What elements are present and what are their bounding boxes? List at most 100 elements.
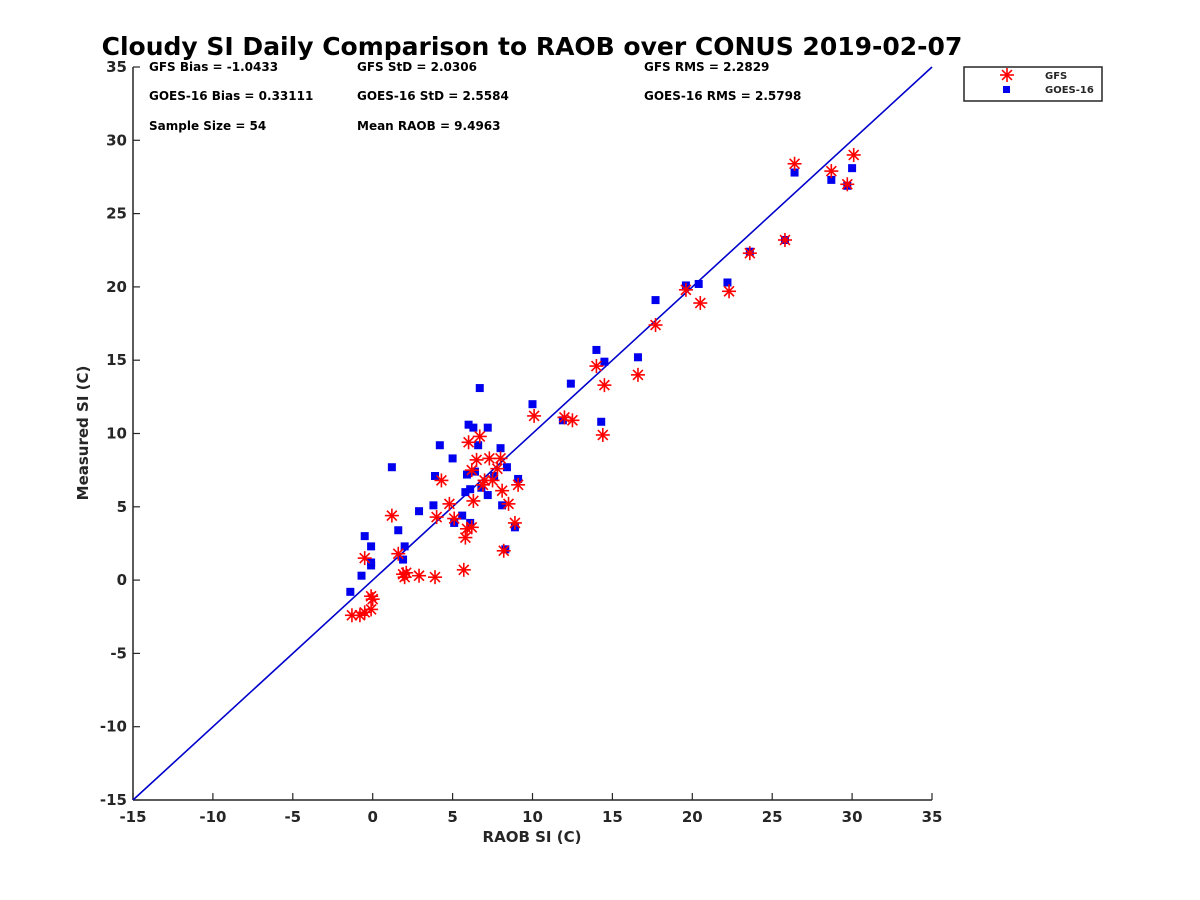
x-tick-label: 20 (682, 808, 703, 826)
x-tick-label: 10 (522, 808, 543, 826)
goes-16-point (483, 423, 492, 432)
legend-goes-marker (1003, 86, 1010, 93)
gfs-point (365, 592, 380, 607)
gfs-point (391, 546, 406, 561)
legend-gfs-label: GFS (1045, 71, 1067, 82)
gfs-point (777, 232, 792, 247)
x-tick-label: -15 (119, 808, 146, 826)
gfs-point (472, 429, 487, 444)
x-tick-label: 35 (922, 808, 943, 826)
gfs-point (461, 435, 476, 450)
goes-16-point (477, 483, 486, 492)
goes-16-point (848, 164, 857, 173)
stat-gfs-rms: GFS RMS = 2.2829 (644, 60, 769, 74)
goes-16-point (466, 485, 475, 494)
y-axis-label: Measured SI (C) (74, 366, 92, 501)
goes-16-point (470, 467, 479, 476)
gfs-point (511, 477, 526, 492)
x-tick-label: 15 (602, 808, 623, 826)
goes-16-point (694, 279, 703, 288)
gfs-point (493, 451, 508, 466)
gfs-point (846, 147, 861, 162)
goes-16-point (469, 423, 478, 432)
x-tick-label: 25 (762, 808, 783, 826)
x-tick-label: 0 (367, 808, 377, 826)
goes-16-point (483, 491, 492, 500)
gfs-point (595, 427, 610, 442)
gfs-point (496, 543, 511, 558)
goes-16-point (346, 587, 355, 596)
gfs-point (527, 408, 542, 423)
stats-annotations: GFS Bias = -1.0433 GFS StD = 2.0306 GFS … (149, 60, 801, 133)
goes-16-point (790, 168, 799, 177)
gfs-point (722, 284, 737, 299)
gfs-point (824, 164, 839, 179)
gfs-point (565, 413, 580, 428)
stat-gfs-std: GFS StD = 2.0306 (357, 60, 477, 74)
legend-box (963, 66, 1103, 102)
gfs-point (384, 508, 399, 523)
goes-16-point (502, 463, 511, 472)
gfs-point (464, 463, 479, 478)
gfs-point (357, 605, 372, 620)
gfs-point (840, 177, 855, 192)
goes-16-point (415, 507, 424, 516)
y-tick-label: 0 (117, 571, 127, 589)
goes-16-point (558, 416, 567, 425)
stat-sample-size: Sample Size = 54 (149, 119, 266, 133)
gfs-point (466, 493, 481, 508)
y-tick-label: 5 (117, 498, 127, 516)
goes-16-point (466, 518, 475, 527)
x-ticks: -15 -10 -5 0 5 10 15 20 25 30 35 (119, 793, 942, 826)
y-tick-label: -5 (110, 644, 127, 662)
gfs-point (485, 473, 500, 488)
goes-16-point (498, 501, 507, 510)
goes-16-point (474, 441, 483, 450)
y-tick-label: 10 (106, 425, 127, 443)
gfs-point (490, 461, 505, 476)
y-tick-label: 20 (106, 278, 127, 296)
goes-16-point (475, 384, 484, 393)
y-tick-label: 25 (106, 205, 127, 223)
gfs-point (458, 530, 473, 545)
legend: GFS GOES-16 (963, 66, 1103, 102)
gfs-point (447, 511, 462, 526)
y-tick-label: 15 (106, 351, 127, 369)
gfs-point (464, 520, 479, 535)
goes-16-point (464, 420, 473, 429)
legend-gfs-marker (1000, 68, 1014, 82)
gfs-legend-asterisk (1000, 68, 1014, 82)
gfs-point (693, 296, 708, 311)
goes-16-point (566, 379, 575, 388)
gfs-point (648, 318, 663, 333)
goes-16-point (429, 501, 438, 510)
x-tick-label: 30 (842, 808, 863, 826)
goes-16-point (448, 454, 457, 463)
goes-16-point (651, 296, 660, 305)
goes-16-point (827, 175, 836, 184)
gfs-point (678, 282, 693, 297)
x-tick-label: -5 (284, 808, 301, 826)
series-gfs (344, 147, 861, 623)
y-tick-label: 30 (106, 131, 127, 149)
goes-16-point (435, 441, 444, 450)
gfs-point (434, 473, 449, 488)
stat-gfs-bias: GFS Bias = -1.0433 (149, 60, 278, 74)
gfs-point (364, 602, 379, 617)
goes-16-point (496, 444, 505, 453)
stat-mean-raob: Mean RAOB = 9.4963 (357, 119, 501, 133)
gfs-point (442, 496, 457, 511)
gfs-point (597, 378, 612, 393)
goes-16-point (399, 555, 408, 564)
gfs-point (787, 156, 802, 171)
goes-16-point (431, 472, 440, 481)
goes-16-point (367, 542, 376, 551)
goes-16-point (528, 400, 537, 409)
stat-goes-bias: GOES-16 Bias = 0.33111 (149, 89, 313, 103)
goes-16-point (597, 417, 606, 426)
one-to-one-line (132, 66, 933, 801)
gfs-point (589, 359, 604, 374)
goes-16-point (387, 463, 396, 472)
